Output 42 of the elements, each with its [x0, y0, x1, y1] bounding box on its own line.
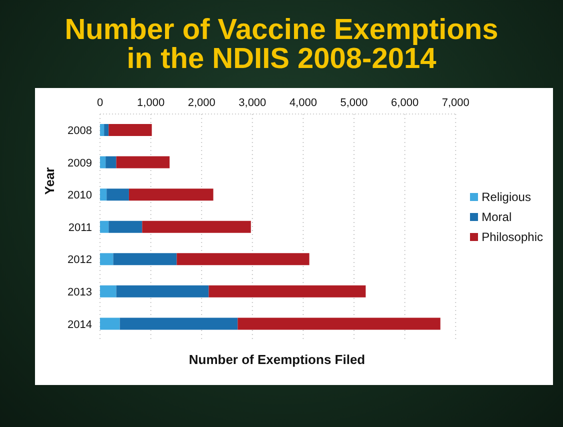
bar: [238, 318, 440, 330]
bar: [108, 124, 152, 136]
bar: [108, 220, 142, 233]
bar: [116, 285, 209, 298]
chart-title: Number of Vaccine Exemptions in the NDIIS 2008-2014: [64, 14, 500, 75]
legend-label: Religious: [482, 190, 531, 204]
y-tick-label: 2013: [68, 286, 92, 298]
bar: [100, 124, 104, 136]
bar: [142, 220, 251, 233]
x-tick-label: 5,000: [340, 97, 368, 109]
bar: [106, 156, 116, 168]
x-tick-label: 3,000: [238, 97, 266, 109]
bar: [100, 220, 109, 233]
bar: [208, 285, 366, 298]
bar: [106, 188, 129, 201]
y-tick-label: 2014: [68, 318, 92, 331]
bar: [100, 318, 120, 330]
x-axis-title: Number of Exemptions Filed: [188, 352, 366, 367]
bar: [176, 253, 310, 266]
legend-label: Moral: [482, 210, 512, 224]
bar: [116, 156, 170, 168]
y-tick-label: 2008: [68, 125, 92, 138]
bar: [100, 156, 106, 168]
y-tick-label: 2010: [68, 190, 92, 202]
x-tick-label: 4,000: [289, 97, 317, 109]
bar: [100, 285, 116, 298]
bar: [113, 253, 177, 266]
bar: [100, 253, 114, 266]
bar: [100, 188, 107, 201]
x-tick-label: 6,000: [391, 97, 419, 109]
y-tick-label: 2012: [68, 254, 92, 266]
x-tick-label: 0: [96, 97, 104, 109]
x-tick-label: 1,000: [137, 97, 165, 109]
bar: [128, 188, 214, 201]
bar: [104, 124, 109, 136]
y-tick-label: 2011: [68, 222, 92, 234]
bar: [120, 318, 238, 330]
y-tick-label: 2009: [68, 157, 92, 170]
y-axis-title: Year: [42, 167, 56, 195]
x-tick-label: 7,000: [442, 97, 470, 109]
x-tick-label: 2,000: [188, 97, 216, 109]
legend-label: Philosophic: [482, 230, 543, 244]
